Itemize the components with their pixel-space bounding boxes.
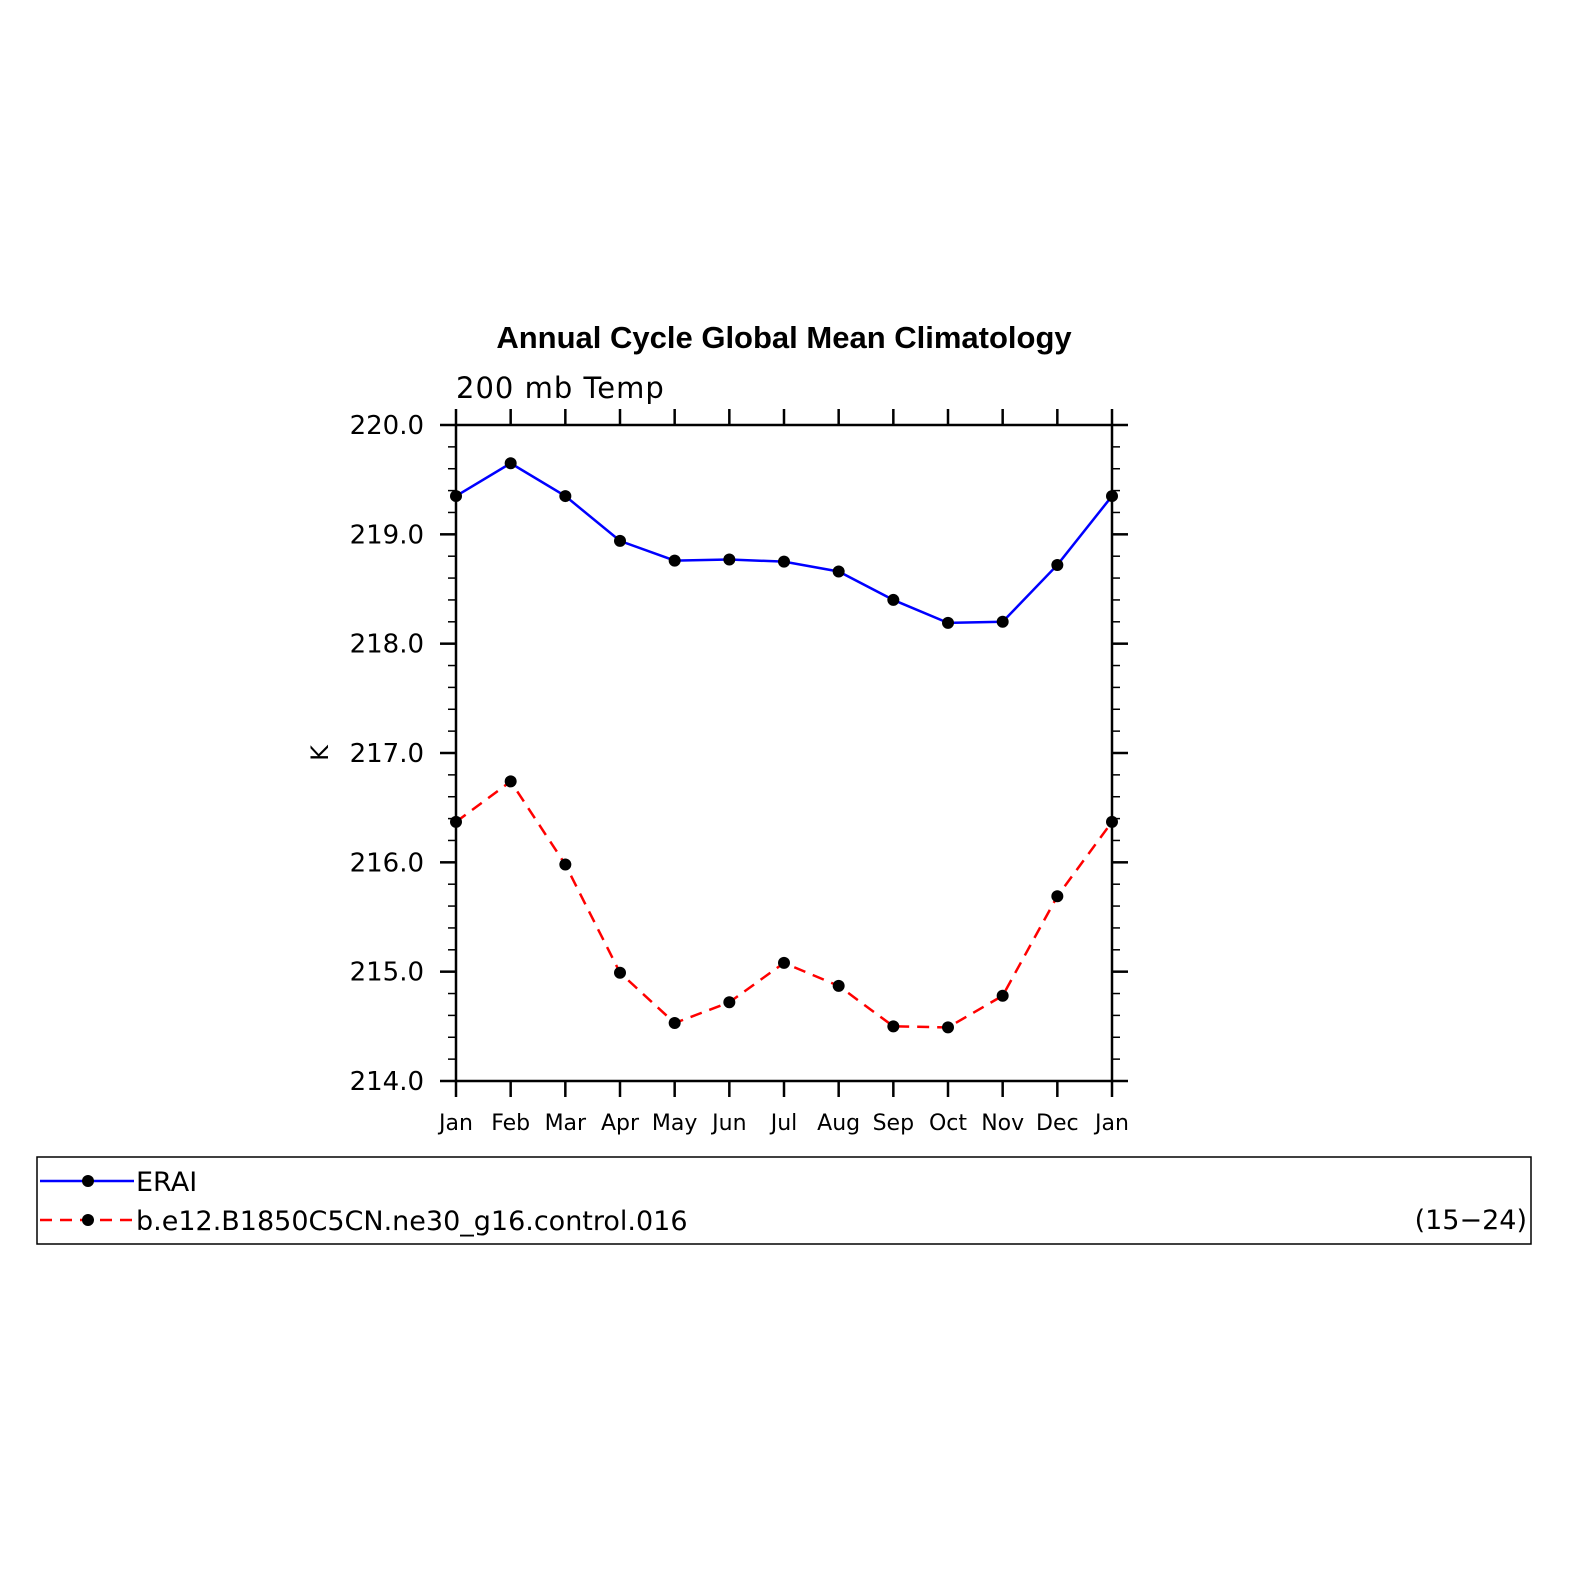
data-point-0 — [1051, 558, 1064, 571]
series-line-1 — [455, 779, 1114, 1029]
x-tick-label: Jun — [710, 1111, 746, 1136]
chart-subtitle: 200 mb Temp — [456, 371, 665, 405]
x-tick-label: Mar — [545, 1111, 587, 1136]
data-point-1 — [887, 1020, 900, 1033]
data-point-0 — [832, 565, 845, 578]
data-point-0 — [723, 553, 736, 566]
data-point-0 — [668, 554, 681, 567]
data-point-1 — [559, 858, 572, 871]
x-tick-label: Oct — [929, 1111, 967, 1136]
chart-title: Annual Cycle Global Mean Climatology — [496, 320, 1072, 355]
x-tick-label: Jan — [437, 1111, 473, 1136]
legend-box — [36, 1156, 1532, 1245]
x-tick-label: Sep — [873, 1111, 914, 1136]
data-point-0 — [942, 616, 954, 629]
y-tick-label: 216.0 — [350, 848, 424, 878]
data-point-1 — [832, 979, 845, 992]
x-tick-label: Feb — [491, 1111, 530, 1136]
data-point-1 — [1106, 815, 1118, 828]
data-point-0 — [450, 490, 462, 503]
x-tick-label: Aug — [817, 1111, 860, 1136]
legend-note: (15−24) — [1415, 1205, 1527, 1236]
data-point-0 — [778, 555, 790, 568]
legend-marker-0 — [82, 1175, 94, 1187]
data-point-1 — [450, 815, 462, 828]
data-point-0 — [1106, 490, 1118, 503]
data-point-1 — [668, 1017, 681, 1030]
x-tick-label: May — [652, 1111, 697, 1136]
y-axis-label: K — [306, 744, 334, 761]
y-tick-label: 220.0 — [350, 411, 424, 441]
legend-label-1: b.e12.B1850C5CN.ne30_g16.control.016 — [136, 1206, 688, 1237]
data-point-0 — [504, 457, 517, 470]
legend: ERAI b.e12.B1850C5CN.ne30_g16.control.016… — [36, 1156, 1532, 1245]
legend-label-0: ERAI — [136, 1167, 197, 1198]
x-tick-label: Dec — [1036, 1111, 1079, 1136]
legend-marker-1 — [82, 1214, 94, 1226]
data-point-1 — [942, 1021, 954, 1034]
plot-border — [454, 423, 1114, 1083]
data-point-1 — [1051, 890, 1064, 903]
data-point-0 — [614, 534, 626, 547]
x-tick-label: Nov — [981, 1111, 1024, 1136]
series-layer — [450, 457, 1118, 1034]
data-point-1 — [778, 956, 790, 969]
y-tick-label: 218.0 — [350, 630, 424, 660]
y-tick-label: 219.0 — [350, 520, 424, 550]
data-point-1 — [723, 996, 736, 1009]
series-line-0 — [455, 461, 1113, 625]
data-point-0 — [996, 615, 1009, 628]
data-point-1 — [504, 775, 517, 788]
x-tick-label: Jan — [1093, 1111, 1129, 1136]
data-point-0 — [887, 593, 900, 606]
y-tick-label: 214.0 — [350, 1067, 424, 1097]
y-tick-label: 215.0 — [350, 958, 424, 988]
y-tick-label: 217.0 — [350, 739, 424, 769]
x-tick-label: Apr — [601, 1111, 640, 1136]
data-point-0 — [559, 490, 572, 503]
x-tick-label: Jul — [769, 1111, 798, 1136]
data-point-1 — [614, 966, 626, 979]
plot-frame: 214.0 215.0 216.0 217.0 218.0 219.0 220.0 Jan Fe… — [350, 409, 1129, 1136]
data-point-1 — [996, 989, 1009, 1002]
